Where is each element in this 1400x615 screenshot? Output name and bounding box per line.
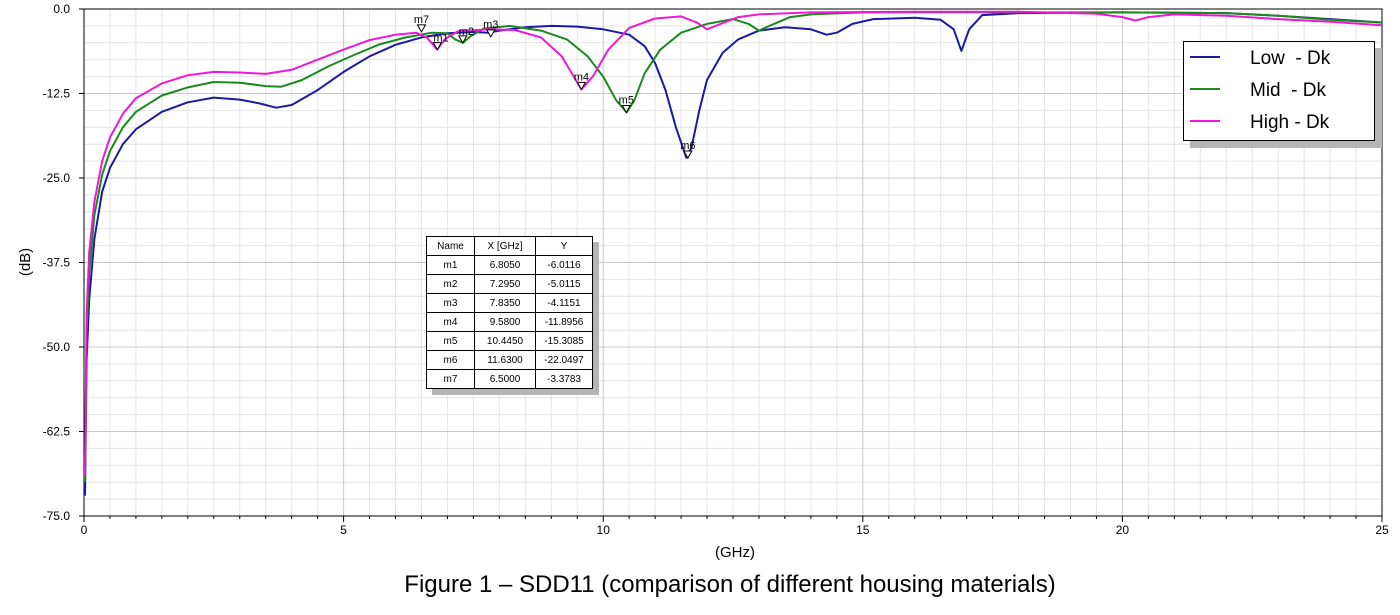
table-row: m5 10.4450 -15.3085: [426, 331, 593, 351]
table-row: m4 9.5800 -11.8956: [426, 312, 593, 332]
marker-label-m6: m6: [680, 140, 695, 152]
marker-label-m4: m4: [574, 71, 589, 83]
legend-label-high-dk: High - Dk: [1250, 112, 1330, 133]
y-tick-label: -25.0: [43, 171, 71, 185]
x-axis-title: (GHz): [715, 544, 755, 561]
x-tick-label: 25: [1375, 523, 1389, 537]
figure-caption: Figure 1 – SDD11 (comparison of differen…: [404, 571, 1056, 598]
marker-x-cell: 10.4450: [474, 331, 536, 351]
marker-name-cell: m3: [426, 293, 475, 313]
legend-swatch-mid-dk: [1190, 88, 1220, 90]
marker-name-cell: m6: [426, 350, 475, 370]
table-row: m1 6.8050 -6.0116: [426, 255, 593, 275]
marker-y-cell: -3.3783: [535, 369, 593, 389]
table-row: m2 7.2950 -5.0115: [426, 274, 593, 294]
marker-label-m3: m3: [483, 19, 498, 31]
marker-m2: [457, 35, 468, 44]
marker-label-m2: m2: [459, 26, 474, 38]
marker-x-cell: 6.8050: [474, 255, 536, 275]
y-tick-label: -50.0: [43, 340, 71, 354]
marker-label-m1: m1: [433, 33, 448, 45]
marker-y-cell: -5.0115: [535, 274, 593, 294]
y-axis-title: (dB): [17, 248, 34, 276]
marker-m5: [621, 104, 632, 114]
table-row: m3 7.8350 -4.1151: [426, 293, 593, 313]
marker-m1: [432, 42, 443, 51]
legend-swatch-low-dk: [1190, 56, 1220, 58]
x-tick-label: 5: [340, 523, 347, 537]
marker-table-header-name: Name: [426, 236, 475, 256]
axis-ticks: 0 5 10 15 20 25 0.0 -12.5 -25.0 -37.5 -50.0 -62.5 -7…: [43, 2, 1389, 537]
marker-table: Name X [GHz] Y m1 6.8050 -6.0116 m2 7.2950-…: [426, 236, 593, 389]
x-tick-label: 10: [597, 523, 611, 537]
x-tick-label: 20: [1116, 523, 1130, 537]
marker-label-m5: m5: [619, 94, 634, 106]
table-row: m6 11.6300 -22.0497: [426, 350, 593, 370]
marker-layer: m1 m2 m3 m4 m5 m6 m7: [414, 14, 695, 160]
table-row: m7 6.5000 -3.3783: [426, 369, 593, 389]
marker-table-header-x: X [GHz]: [474, 236, 536, 256]
marker-name-cell: m1: [426, 255, 475, 275]
legend: Low - Dk Mid - Dk High - Dk: [1183, 41, 1375, 141]
legend-item-low-dk: Low - Dk: [1184, 48, 1374, 80]
marker-x-cell: 11.6300: [474, 350, 536, 370]
y-tick-label: -62.5: [43, 425, 71, 439]
series-line-2: [84, 11, 1383, 483]
marker-name-cell: m7: [426, 369, 475, 389]
marker-name-cell: m5: [426, 331, 475, 351]
marker-table-header: Name X [GHz] Y: [426, 236, 593, 256]
marker-name-cell: m2: [426, 274, 475, 294]
y-tick-label: -75.0: [43, 509, 71, 523]
marker-name-cell: m4: [426, 312, 475, 332]
y-tick-label: 0.0: [53, 2, 70, 16]
marker-y-cell: -6.0116: [535, 255, 593, 275]
legend-item-mid-dk: Mid - Dk: [1184, 80, 1374, 112]
y-tick-label: -37.5: [43, 256, 71, 270]
marker-m7: [416, 24, 427, 33]
marker-label-m7: m7: [414, 14, 429, 26]
marker-x-cell: 9.5800: [474, 312, 536, 332]
marker-x-cell: 6.5000: [474, 369, 536, 389]
marker-y-cell: -11.8956: [535, 312, 593, 332]
y-tick-label: -12.5: [43, 87, 71, 101]
legend-swatch-high-dk: [1190, 120, 1220, 122]
marker-x-cell: 7.2950: [474, 274, 536, 294]
x-tick-label: 15: [856, 523, 870, 537]
marker-y-cell: -15.3085: [535, 331, 593, 351]
legend-item-high-dk: High - Dk: [1184, 112, 1374, 144]
marker-table-header-y: Y: [535, 236, 593, 256]
series-line-3: [84, 10, 1383, 476]
marker-y-cell: -4.1151: [535, 293, 593, 313]
legend-label-low-dk: Low - Dk: [1250, 48, 1331, 69]
marker-y-cell: -22.0497: [535, 350, 593, 370]
series-layer: [84, 10, 1383, 496]
marker-m4: [576, 81, 587, 91]
marker-m6: [682, 150, 693, 160]
x-tick-label: 0: [81, 523, 88, 537]
series-line-1: [84, 11, 1383, 496]
marker-m3: [485, 29, 496, 38]
marker-x-cell: 7.8350: [474, 293, 536, 313]
legend-label-mid-dk: Mid - Dk: [1250, 80, 1326, 101]
